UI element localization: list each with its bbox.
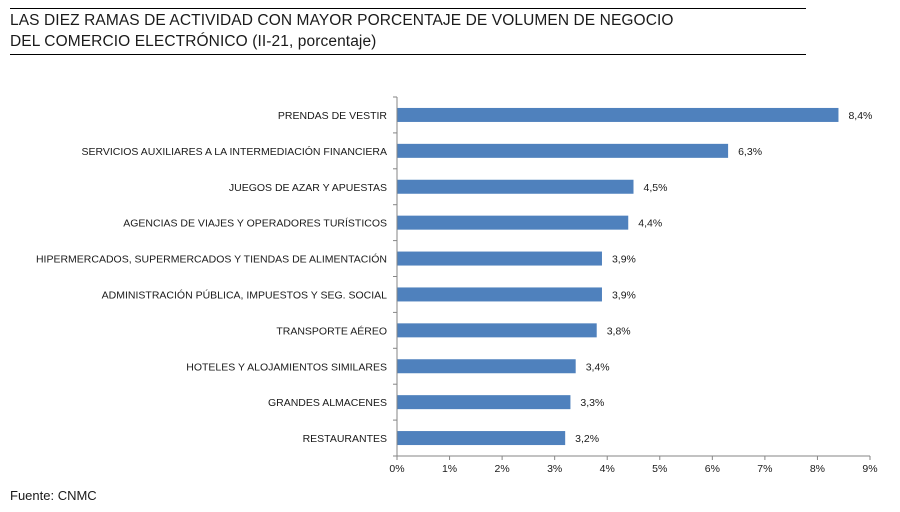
value-label: 3,2% bbox=[575, 433, 599, 445]
value-label: 3,3% bbox=[580, 397, 604, 409]
title-top-rule bbox=[10, 8, 806, 9]
bar bbox=[397, 215, 629, 230]
x-tick-label: 2% bbox=[495, 463, 510, 475]
bar bbox=[397, 143, 729, 158]
bar bbox=[397, 431, 566, 446]
category-label: TRANSPORTE AÉREO bbox=[276, 324, 387, 337]
x-tick-label: 0% bbox=[389, 463, 404, 475]
value-label: 8,4% bbox=[848, 110, 872, 122]
category-label: PRENDAS DE VESTIR bbox=[278, 110, 388, 122]
value-label: 3,8% bbox=[607, 325, 631, 337]
title-block: LAS DIEZ RAMAS DE ACTIVIDAD CON MAYOR PO… bbox=[10, 8, 806, 55]
x-tick-label: 8% bbox=[810, 463, 825, 475]
bar bbox=[397, 395, 571, 410]
category-label: GRANDES ALMACENES bbox=[268, 397, 387, 409]
value-label: 3,9% bbox=[612, 254, 636, 266]
value-label: 6,3% bbox=[738, 146, 762, 158]
bar bbox=[397, 107, 839, 122]
title-bottom-rule bbox=[10, 54, 806, 55]
category-label: SERVICIOS AUXILIARES A LA INTERMEDIACIÓN… bbox=[81, 145, 387, 158]
category-label: RESTAURANTES bbox=[303, 433, 387, 445]
source-note: Fuente: CNMC bbox=[10, 488, 97, 503]
x-tick-label: 7% bbox=[757, 463, 772, 475]
bar bbox=[397, 287, 602, 302]
bar bbox=[397, 359, 576, 374]
x-tick-label: 1% bbox=[442, 463, 457, 475]
bar bbox=[397, 251, 602, 266]
chart-title-line-2: DEL COMERCIO ELECTRÓNICO (II-21, porcent… bbox=[10, 33, 377, 50]
value-label: 4,4% bbox=[638, 218, 662, 230]
chart-title-line-1: LAS DIEZ RAMAS DE ACTIVIDAD CON MAYOR PO… bbox=[10, 12, 674, 29]
bar bbox=[397, 323, 597, 338]
category-label: HOTELES Y ALOJAMIENTOS SIMILARES bbox=[186, 361, 387, 373]
x-tick-label: 3% bbox=[547, 463, 562, 475]
x-tick-label: 4% bbox=[600, 463, 615, 475]
bar bbox=[397, 179, 634, 194]
category-label: JUEGOS DE AZAR Y APUESTAS bbox=[229, 182, 387, 194]
value-label: 3,4% bbox=[586, 361, 610, 373]
x-tick-label: 5% bbox=[652, 463, 667, 475]
chart-title: LAS DIEZ RAMAS DE ACTIVIDAD CON MAYOR PO… bbox=[10, 9, 806, 54]
category-label: HIPERMERCADOS, SUPERMERCADOS Y TIENDAS D… bbox=[36, 253, 387, 266]
category-label: AGENCIAS DE VIAJES Y OPERADORES TURÍSTIC… bbox=[123, 217, 387, 230]
value-label: 4,5% bbox=[644, 182, 668, 194]
category-label: ADMINISTRACIÓN PÚBLICA, IMPUESTOS Y SEG.… bbox=[102, 288, 387, 301]
x-tick-label: 6% bbox=[705, 463, 720, 475]
x-tick-label: 9% bbox=[862, 463, 877, 475]
value-label: 3,9% bbox=[612, 289, 636, 301]
